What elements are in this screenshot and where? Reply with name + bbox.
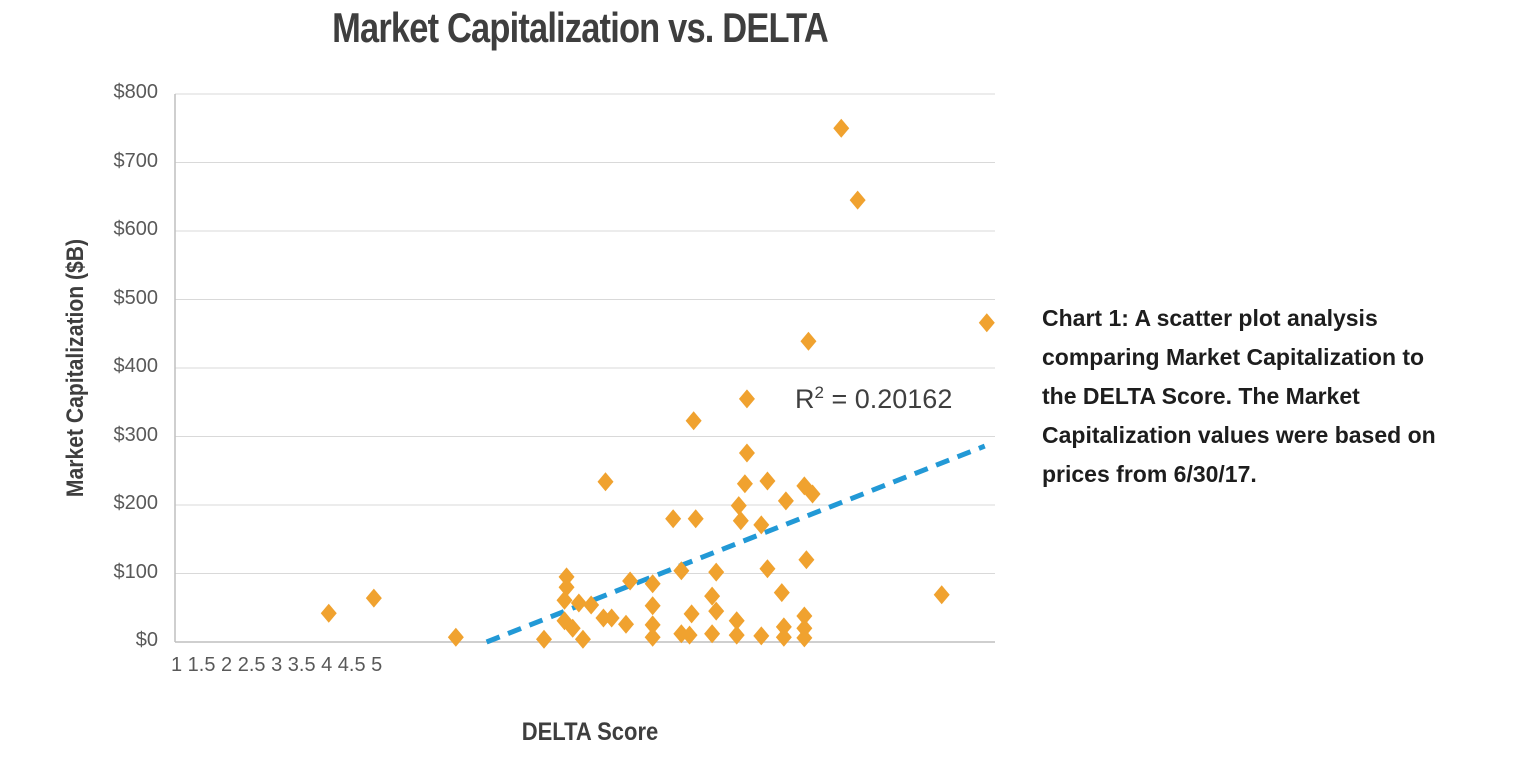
y-axis-tick-label: $100 [113, 560, 159, 583]
scatter-point [753, 515, 770, 535]
scatter-point [603, 608, 620, 628]
scatter-point [574, 629, 591, 649]
scatter-point [570, 593, 587, 613]
y-axis-tick-label: $800 [113, 81, 159, 103]
scatter-point [685, 411, 702, 431]
y-axis-tick-label: $0 [135, 629, 158, 651]
scatter-point [736, 474, 753, 494]
scatter-point [708, 562, 725, 582]
scatter-point [644, 615, 661, 635]
x-axis-title: DELTA Score [521, 718, 659, 746]
scatter-point [665, 509, 682, 529]
scatter-point [775, 617, 792, 637]
caption-line: comparing Market Capitalization to [1042, 344, 1425, 370]
scatter-point [558, 577, 575, 597]
y-axis-tick-label: $600 [113, 218, 159, 240]
scatter-point [618, 614, 634, 634]
y-axis-tick-label: $200 [113, 492, 159, 514]
y-axis-tick-label: $400 [113, 355, 159, 377]
scatter-point [622, 571, 639, 591]
scatter-point [536, 629, 552, 649]
scatter-point [738, 443, 755, 463]
scatter-point [556, 590, 573, 610]
scatter-point [978, 313, 995, 333]
x-axis-tick-labels: 1 1.5 2 2.5 3 3.5 4 4.5 5 [171, 654, 383, 676]
y-axis-tick-label: $500 [113, 286, 159, 309]
scatter-point [796, 618, 813, 638]
scatter-point [595, 608, 612, 628]
scatter-point [833, 118, 850, 138]
scatter-point [583, 595, 600, 615]
scatter-point [732, 511, 749, 531]
scatter-point [775, 627, 792, 647]
scatter-point [681, 625, 698, 645]
caption-line: the DELTA Score. The Market [1042, 383, 1360, 409]
scatter-point [683, 604, 700, 624]
scatter-point [849, 190, 866, 210]
trendline [485, 443, 986, 645]
scatter-point [800, 331, 817, 351]
scatter-point [777, 491, 794, 511]
scatter-point [644, 596, 661, 616]
r-squared-base: R [795, 384, 815, 414]
y-axis-tick-label: $700 [113, 149, 159, 172]
scatter-point [728, 611, 745, 631]
scatter-point [753, 626, 770, 646]
scatter-point [798, 550, 815, 570]
scatter-point [796, 628, 813, 648]
figure-caption: Chart 1: A scatter plot analysis comparin… [1042, 299, 1512, 494]
scatter-point [564, 618, 581, 638]
scatter-point [320, 603, 337, 623]
scatter-point [687, 509, 704, 529]
scatter-point [728, 625, 745, 645]
scatter-point [796, 606, 813, 626]
scatter-point [759, 559, 776, 579]
caption-line: Capitalization values were based on [1042, 422, 1436, 448]
scatter-point [597, 472, 614, 492]
y-axis-tick-label: $300 [113, 423, 159, 446]
chart-title: Market Capitalization vs. DELTA [332, 4, 829, 51]
scatter-point [804, 484, 821, 504]
scatter-point [773, 583, 790, 603]
scatter-point [738, 389, 755, 409]
r-squared-exponent: 2 [814, 383, 824, 402]
scatter-point [759, 471, 776, 491]
scatter-point [730, 496, 747, 516]
scatter-point [558, 567, 575, 587]
scatter-point [933, 585, 950, 605]
caption-line: prices from 6/30/17. [1042, 461, 1257, 487]
scatter-point [708, 601, 725, 621]
scatter-point [365, 588, 382, 608]
scatter-point [644, 574, 661, 594]
scatter-point [673, 561, 690, 581]
caption-line: Chart 1: A scatter plot analysis [1042, 305, 1378, 331]
scatter-point [704, 586, 721, 606]
scatter-point [644, 627, 661, 647]
r-squared-annotation: R2 = 0.20162 [795, 384, 952, 415]
scatter-point [704, 624, 721, 644]
r-squared-value: = 0.20162 [823, 384, 953, 414]
scatter-point [447, 627, 464, 647]
